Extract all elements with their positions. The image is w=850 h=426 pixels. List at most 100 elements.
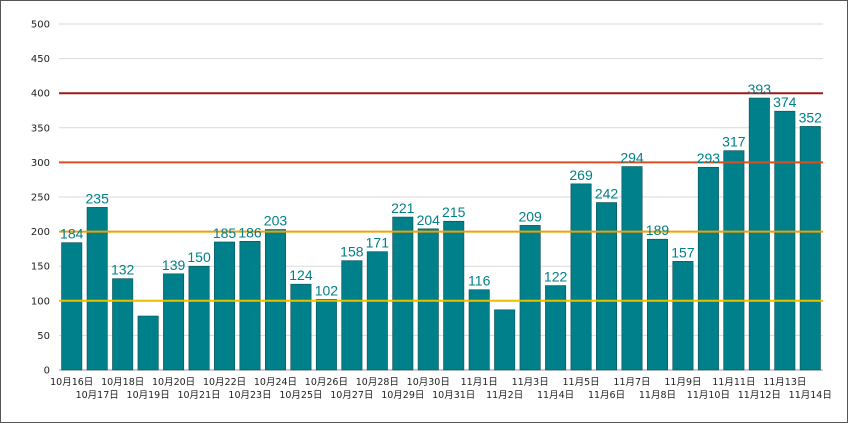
bar bbox=[214, 241, 236, 371]
data-label: 87 bbox=[497, 313, 513, 329]
x-tick-label: 11月8日 bbox=[639, 390, 676, 401]
bar bbox=[188, 265, 210, 371]
x-tick-label: 10月31日 bbox=[432, 390, 475, 401]
data-label: 186 bbox=[238, 224, 262, 240]
y-tick-label: 400 bbox=[31, 89, 50, 100]
bar bbox=[163, 273, 185, 371]
bar bbox=[392, 216, 414, 371]
x-tick-label: 10月26日 bbox=[305, 377, 348, 388]
y-tick-label: 0 bbox=[44, 366, 50, 377]
data-label: 374 bbox=[773, 94, 797, 110]
data-label: 235 bbox=[86, 190, 110, 206]
data-label: 102 bbox=[315, 282, 339, 298]
x-tick-label: 11月7日 bbox=[613, 377, 650, 388]
bar bbox=[570, 183, 592, 371]
data-label: 242 bbox=[595, 186, 619, 202]
data-label: 203 bbox=[264, 213, 288, 229]
y-axis-ticks: 0 50 100 150 200 250 300 350 400 450 500 bbox=[31, 20, 50, 377]
bar bbox=[468, 289, 490, 371]
data-label: 78 bbox=[140, 319, 156, 335]
bar bbox=[341, 260, 363, 371]
x-tick-label: 10月27日 bbox=[330, 390, 373, 401]
data-label: 122 bbox=[544, 269, 568, 285]
y-tick-label: 300 bbox=[31, 158, 50, 169]
bar bbox=[366, 251, 388, 371]
x-axis-ticks: 10月16日 10月17日 10月18日 10月19日 10月20日 10月21日 10月2… bbox=[50, 377, 832, 401]
bar bbox=[621, 166, 643, 371]
bar bbox=[112, 278, 134, 371]
x-tick-label: 10月19日 bbox=[127, 390, 170, 401]
y-tick-label: 150 bbox=[31, 262, 50, 273]
data-label: 139 bbox=[162, 257, 186, 273]
x-tick-label: 11月6日 bbox=[588, 390, 625, 401]
x-tick-label: 11月5日 bbox=[562, 377, 599, 388]
data-label: 204 bbox=[417, 212, 441, 228]
bar bbox=[545, 285, 567, 371]
x-tick-label: 11月9日 bbox=[664, 377, 701, 388]
x-tick-label: 10月22日 bbox=[203, 377, 246, 388]
bar bbox=[494, 309, 516, 371]
x-tick-label: 10月18日 bbox=[101, 377, 144, 388]
x-tick-label: 11月3日 bbox=[512, 377, 549, 388]
data-label: 269 bbox=[569, 167, 593, 183]
bar bbox=[417, 228, 439, 371]
x-tick-label: 11月1日 bbox=[461, 377, 498, 388]
bar bbox=[239, 240, 261, 371]
y-tick-label: 500 bbox=[31, 20, 50, 31]
x-tick-label: 10月30日 bbox=[407, 377, 450, 388]
x-tick-label: 10月23日 bbox=[228, 390, 271, 401]
bar bbox=[290, 283, 312, 371]
x-tick-label: 10月21日 bbox=[177, 390, 220, 401]
bars bbox=[61, 97, 821, 371]
data-label: 157 bbox=[671, 244, 695, 260]
x-tick-label: 11月13日 bbox=[763, 377, 806, 388]
bar bbox=[799, 126, 821, 371]
bar bbox=[748, 97, 770, 371]
x-tick-label: 11月12日 bbox=[738, 390, 781, 401]
data-label: 184 bbox=[60, 226, 84, 242]
x-tick-label: 10月29日 bbox=[381, 390, 424, 401]
data-label: 215 bbox=[442, 204, 466, 220]
y-tick-label: 200 bbox=[31, 227, 50, 238]
data-label: 150 bbox=[187, 249, 211, 265]
x-tick-label: 10月20日 bbox=[152, 377, 195, 388]
reference-lines bbox=[59, 92, 823, 302]
bar bbox=[697, 166, 719, 371]
bar bbox=[646, 238, 668, 371]
y-tick-label: 100 bbox=[31, 296, 50, 307]
bar bbox=[137, 315, 159, 371]
data-label: 189 bbox=[646, 222, 670, 238]
x-tick-label: 10月17日 bbox=[76, 390, 119, 401]
data-label: 171 bbox=[366, 235, 390, 251]
x-tick-label: 11月10日 bbox=[687, 390, 730, 401]
bar bbox=[596, 202, 618, 371]
x-tick-label: 11月14日 bbox=[789, 390, 832, 401]
bar bbox=[61, 242, 83, 371]
data-label: 209 bbox=[518, 208, 542, 224]
data-label: 158 bbox=[340, 244, 364, 260]
data-label: 294 bbox=[620, 150, 644, 166]
x-tick-label: 11月2日 bbox=[486, 390, 523, 401]
data-label: 124 bbox=[289, 267, 313, 283]
x-tick-label: 10月28日 bbox=[356, 377, 399, 388]
x-tick-label: 10月25日 bbox=[279, 390, 322, 401]
y-tick-label: 350 bbox=[31, 123, 50, 134]
bar bbox=[264, 229, 286, 371]
y-tick-label: 250 bbox=[31, 193, 50, 204]
data-label: 132 bbox=[111, 262, 135, 278]
bar bbox=[519, 225, 541, 371]
bar bbox=[672, 261, 694, 371]
x-tick-label: 11月4日 bbox=[537, 390, 574, 401]
bar bbox=[774, 110, 796, 371]
bar bbox=[723, 150, 745, 371]
x-tick-label: 10月16日 bbox=[50, 377, 93, 388]
data-label: 116 bbox=[468, 273, 491, 289]
data-label: 352 bbox=[799, 109, 823, 125]
bar bbox=[86, 207, 108, 371]
data-label: 293 bbox=[697, 150, 721, 166]
y-tick-label: 50 bbox=[37, 331, 50, 342]
bar bbox=[443, 220, 465, 371]
